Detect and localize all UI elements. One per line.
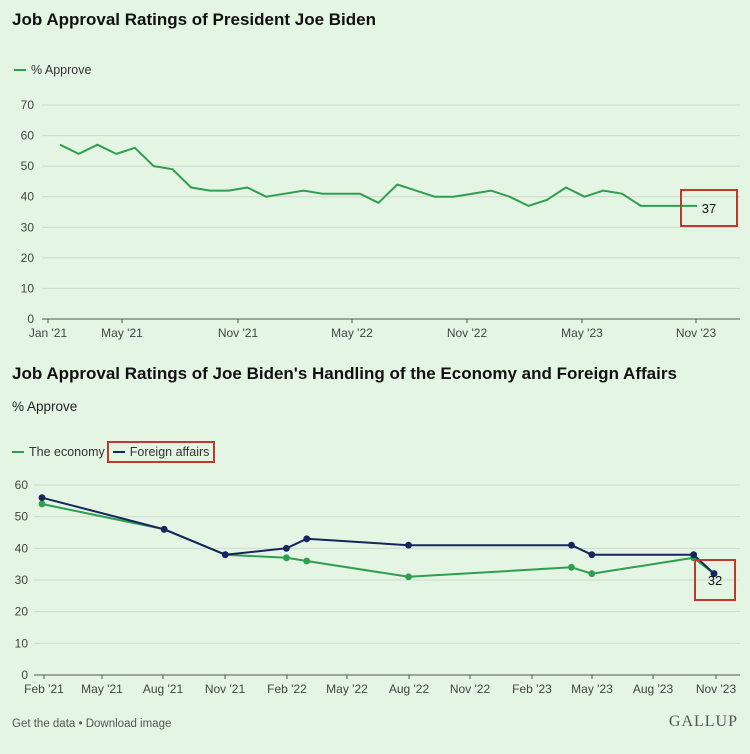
- chart2-subtitle: % Approve: [12, 399, 78, 414]
- chart2-title: Job Approval Ratings of Joe Biden's Hand…: [12, 364, 677, 383]
- y-tick-50: 50: [15, 510, 29, 524]
- y-tick-10: 10: [21, 281, 35, 295]
- chart1-title: Job Approval Ratings of President Joe Bi…: [12, 10, 376, 29]
- point-1-8: [690, 551, 698, 559]
- point-0-4: [303, 557, 311, 565]
- gallup-logo: GALLUP: [668, 713, 738, 730]
- annotation-value: 37: [702, 201, 716, 216]
- x-tick-0: Feb '21: [24, 682, 64, 696]
- axes: 0 10 20 30 40 50 60 70 Jan '21 May '21 Nov '21 May …: [21, 98, 740, 340]
- x-tick-1: May '21: [81, 682, 123, 696]
- legend-item-economy: The economy: [12, 445, 105, 459]
- x-tick-0: Jan '21: [29, 326, 68, 340]
- chart1-plot: 0 10 20 30 40 50 60 70 Jan '21 May '21 Nov '21 May …: [21, 98, 740, 340]
- point-1-3: [282, 544, 290, 552]
- point-1-0: [38, 494, 46, 502]
- y-tick-30: 30: [15, 573, 29, 587]
- x-tick-8: Feb '23: [512, 682, 552, 696]
- point-0-6: [568, 563, 575, 571]
- x-tick-2: Nov '21: [218, 326, 259, 340]
- x-tick-7: Nov '22: [450, 682, 491, 696]
- point-0-0: [38, 500, 46, 508]
- y-tick-60: 60: [21, 129, 35, 143]
- x-tick-11: Nov '23: [696, 682, 737, 696]
- y-tick-30: 30: [21, 220, 35, 234]
- highlight-box: [680, 189, 738, 227]
- y-tick-20: 20: [15, 605, 29, 619]
- point-1-6: [568, 541, 575, 549]
- x-tick-6: Nov '23: [676, 326, 717, 340]
- x-tick-2: Aug '21: [143, 682, 184, 696]
- legend-swatch-economy: [12, 451, 24, 453]
- chart2-plot: 0 10 20 30 40 50 60 Feb '21 May '21 Aug '21 Nov '2…: [15, 478, 740, 696]
- y-tick-40: 40: [15, 541, 29, 555]
- y-tick-0: 0: [27, 312, 34, 326]
- series-line-0: [59, 143, 697, 207]
- y-tick-10: 10: [15, 636, 29, 650]
- axes: 0 10 20 30 40 50 60 Feb '21 May '21 Aug '21 Nov '2…: [15, 478, 740, 696]
- chart1-legend: % Approve: [14, 63, 91, 77]
- point-1-7: [588, 551, 596, 559]
- point-0-5: [405, 573, 412, 581]
- point-1-5: [405, 541, 412, 549]
- x-tick-5: May '23: [561, 326, 603, 340]
- series-line-1: [41, 496, 715, 575]
- chart2-legend: The economy Foreign affairs: [12, 441, 216, 463]
- x-tick-9: May '23: [571, 682, 613, 696]
- annotation-value: 32: [708, 573, 722, 588]
- x-tick-3: May '22: [331, 326, 373, 340]
- point-1-4: [303, 535, 311, 543]
- point-0-3: [282, 554, 290, 562]
- x-tick-4: Feb '22: [267, 682, 307, 696]
- y-tick-70: 70: [21, 98, 35, 112]
- legend-swatch-foreign: [112, 451, 125, 453]
- point-1-2: [221, 551, 229, 559]
- point-0-7: [588, 570, 596, 578]
- x-tick-4: Nov '22: [447, 326, 488, 340]
- legend-label-approve: % Approve: [31, 63, 92, 77]
- y-tick-50: 50: [21, 159, 35, 173]
- x-tick-3: Nov '21: [205, 682, 246, 696]
- legend-item-foreign: Foreign affairs: [106, 441, 216, 463]
- x-tick-5: May '22: [326, 682, 368, 696]
- x-tick-1: May '21: [101, 326, 143, 340]
- y-tick-40: 40: [21, 190, 35, 204]
- point-1-9: [710, 570, 718, 578]
- series-line-0: [41, 503, 715, 578]
- y-tick-20: 20: [21, 251, 35, 265]
- x-tick-6: Aug '22: [389, 682, 430, 696]
- highlight-box: [694, 559, 736, 601]
- y-tick-0: 0: [21, 668, 28, 682]
- x-tick-10: Aug '23: [633, 682, 674, 696]
- point-1-1: [160, 525, 168, 533]
- footer-links[interactable]: Get the data • Download image: [12, 718, 172, 730]
- legend-label-economy: The economy: [29, 445, 105, 459]
- legend-label-foreign: Foreign affairs: [129, 445, 210, 459]
- y-tick-60: 60: [15, 478, 29, 492]
- legend-swatch-approve: [14, 69, 26, 71]
